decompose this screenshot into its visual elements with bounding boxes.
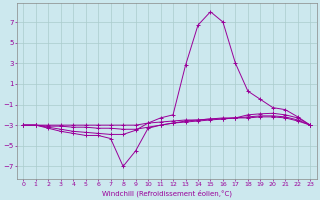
X-axis label: Windchill (Refroidissement éolien,°C): Windchill (Refroidissement éolien,°C) — [102, 189, 232, 197]
